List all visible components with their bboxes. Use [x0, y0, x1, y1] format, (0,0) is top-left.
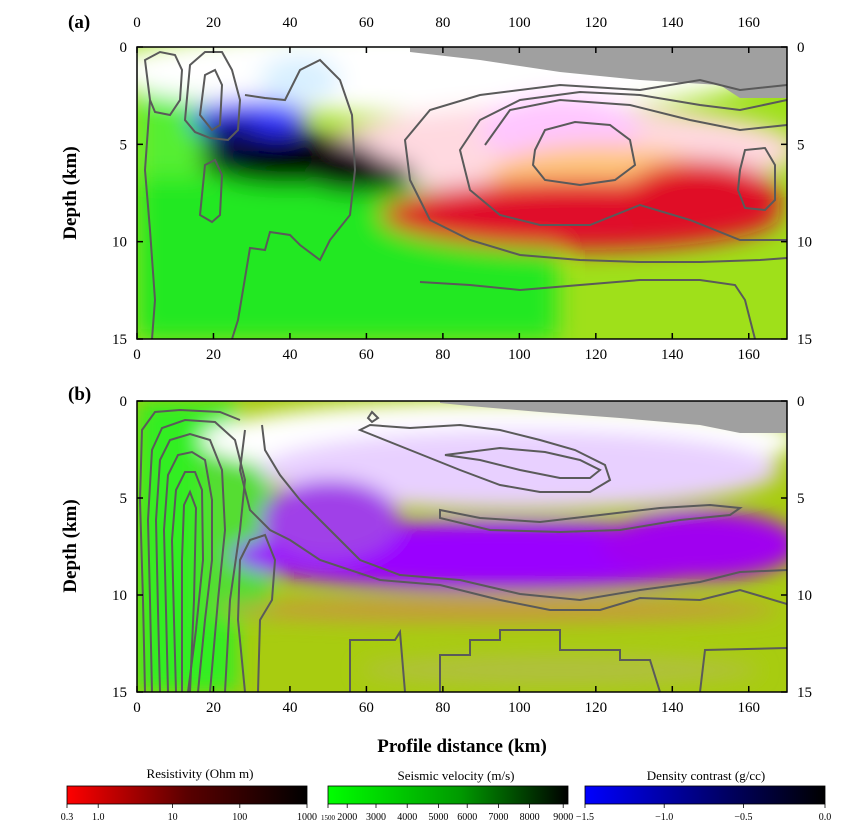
x-tick-label: 100 — [508, 15, 531, 31]
colorbar-tick-label: −1.0 — [655, 812, 673, 823]
colorbar-resistivity: Resistivity (Ohm m) 0.3 1.0 10 100 1000 — [61, 766, 317, 823]
colorbar-density-ticks: −1.5 −1.0 −0.5 0.0 — [576, 804, 831, 823]
colorbar-tick-label: 6000 — [457, 812, 477, 823]
x-tick-label: 60 — [359, 700, 374, 716]
x-tick-label: 0 — [133, 347, 141, 363]
panel-b-y-axis-title: Depth (km) — [60, 499, 81, 592]
colorbar-tick-label: 5000 — [428, 812, 448, 823]
x-tick-label: 120 — [585, 700, 608, 716]
colorbar-seismic-title: Seismic velocity (m/s) — [398, 768, 515, 783]
y-tick-label: 5 — [120, 491, 128, 507]
x-tick-label: 140 — [661, 700, 684, 716]
panel-b-y-ticks-right: 0 5 10 15 — [781, 394, 812, 701]
y-tick-label: 15 — [797, 332, 812, 348]
y-tick-label: 10 — [797, 588, 812, 604]
y-tick-label: 10 — [112, 235, 127, 251]
colorbar-tick-label: 1500 — [321, 814, 336, 822]
x-tick-label: 80 — [435, 15, 450, 31]
y-tick-label: 5 — [120, 137, 128, 153]
y-tick-label: 5 — [797, 137, 805, 153]
x-tick-label: 20 — [206, 700, 221, 716]
colorbar-tick-label: 1000 — [297, 812, 317, 823]
x-tick-label: 60 — [359, 15, 374, 31]
y-tick-label: 15 — [797, 685, 812, 701]
panel-b-contours — [138, 408, 787, 692]
colorbar-tick-label: −1.5 — [576, 812, 594, 823]
x-tick-label: 20 — [206, 347, 221, 363]
colorbar-seismic-bar — [327, 785, 569, 805]
panel-b-y-ticks-left: 0 5 10 15 — [112, 394, 143, 701]
colorbar-seismic-velocity: Seismic velocity (m/s) 1500 2000 3000 4000 5… — [321, 768, 573, 823]
panel-b-label: (b) — [68, 384, 91, 405]
panel-a-frame — [136, 46, 788, 340]
colorbar-tick-label: 100 — [232, 812, 247, 823]
x-tick-label: 120 — [585, 15, 608, 31]
colorbar-tick-label: 8000 — [520, 812, 540, 823]
colorbar-tick-label: 0.0 — [819, 812, 832, 823]
x-tick-label: 40 — [282, 347, 297, 363]
panel-a-y-ticks-left: 0 5 10 15 — [112, 40, 143, 348]
y-tick-label: 10 — [797, 235, 812, 251]
y-tick-label: 15 — [112, 332, 127, 348]
colorbar-tick-label: 1.0 — [92, 812, 105, 823]
x-tick-label: 0 — [133, 15, 141, 31]
x-tick-label: 160 — [738, 700, 761, 716]
panel-b-frame — [136, 400, 788, 693]
x-tick-label: 100 — [508, 347, 531, 363]
x-tick-label: 140 — [661, 15, 684, 31]
colorbar-density-bar — [584, 785, 826, 805]
x-tick-label: 120 — [585, 347, 608, 363]
y-tick-label: 15 — [112, 685, 127, 701]
colorbar-resistivity-title: Resistivity (Ohm m) — [147, 766, 254, 781]
x-tick-label: 140 — [661, 347, 684, 363]
panel-b-x-ticks-bottom: 0 20 40 60 80 100 120 140 160 — [133, 686, 760, 716]
x-tick-label: 20 — [206, 15, 221, 31]
x-tick-label: 160 — [738, 15, 761, 31]
colorbar-resistivity-ticks: 0.3 1.0 10 100 1000 — [61, 804, 317, 823]
panel-b-image — [137, 401, 787, 692]
colorbar-density-title: Density contrast (g/cc) — [647, 768, 765, 783]
y-tick-label: 10 — [112, 588, 127, 604]
x-tick-label: 80 — [435, 347, 450, 363]
x-tick-label: 80 — [435, 700, 450, 716]
y-tick-label: 0 — [797, 394, 805, 410]
y-tick-label: 5 — [797, 491, 805, 507]
panel-a-x-ticks-top: 0 20 40 60 80 100 120 140 160 — [133, 15, 760, 53]
colorbar-tick-label: 10 — [168, 812, 178, 823]
y-tick-label: 0 — [120, 40, 128, 56]
colorbar-resistivity-bar — [66, 785, 308, 805]
colorbar-tick-label: 3000 — [366, 812, 386, 823]
x-tick-label: 40 — [282, 15, 297, 31]
panel-a-image — [137, 47, 787, 339]
x-tick-label: 40 — [282, 700, 297, 716]
colorbar-tick-label: 2000 — [337, 812, 357, 823]
panel-a-contours — [143, 50, 787, 339]
panel-a-y-axis-title: Depth (km) — [60, 146, 81, 239]
x-tick-label: 100 — [508, 700, 531, 716]
colorbar-tick-label: 4000 — [397, 812, 417, 823]
colorbar-tick-label: 7000 — [488, 812, 508, 823]
x-tick-label: 60 — [359, 347, 374, 363]
colorbar-tick-label: −0.5 — [734, 812, 752, 823]
y-tick-label: 0 — [797, 40, 805, 56]
panel-a-y-ticks-right: 0 5 10 15 — [781, 40, 812, 348]
colorbar-seismic-ticks: 1500 2000 3000 4000 5000 6000 7000 8000 9000 — [321, 804, 573, 823]
panel-a-x-ticks-bottom: 0 20 40 60 80 100 120 140 160 — [133, 333, 760, 363]
colorbar-density: Density contrast (g/cc) −1.5 −1.0 −0.5 0.0 — [576, 768, 831, 823]
panel-a-label: (a) — [68, 12, 90, 33]
y-tick-label: 0 — [120, 394, 128, 410]
panel-a: (a) 0 20 40 60 80 100 120 140 160 0 20 40 60 80 100 12… — [60, 12, 812, 363]
colorbar-tick-label: 0.3 — [61, 812, 74, 823]
x-tick-label: 0 — [133, 700, 141, 716]
x-tick-label: 160 — [738, 347, 761, 363]
x-axis-title: Profile distance (km) — [377, 736, 547, 757]
colorbar-tick-label: 9000 — [553, 812, 573, 823]
